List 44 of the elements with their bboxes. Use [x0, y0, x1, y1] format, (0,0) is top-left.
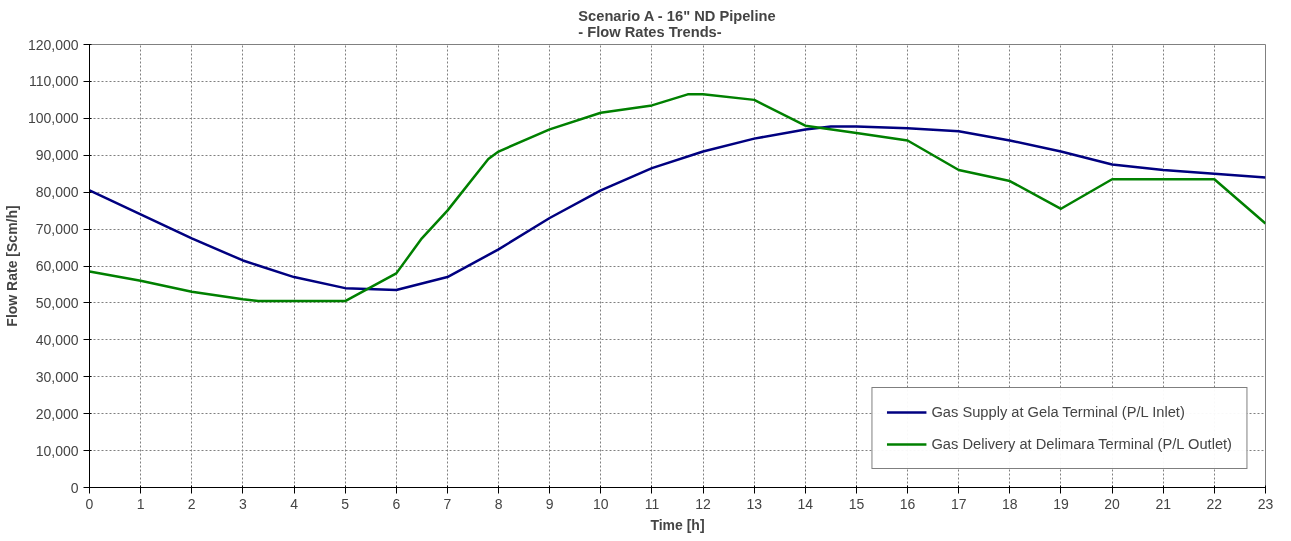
- x-tick-label: 7: [443, 495, 452, 512]
- x-tick-label: 13: [746, 495, 763, 512]
- x-tick-label: 8: [494, 495, 503, 512]
- x-tick-label: 11: [644, 495, 660, 512]
- y-axis-title: Flow Rate [Scm/h]: [3, 205, 20, 327]
- x-tick-label: 17: [950, 495, 967, 512]
- line-series: [89, 93, 1266, 303]
- x-tick-label: 10: [593, 495, 609, 512]
- x-tick-label: 5: [341, 495, 350, 512]
- x-tick-label: 12: [695, 495, 712, 512]
- x-tick-label: 18: [1002, 495, 1018, 512]
- legend-label: Gas Supply at Gela Terminal (P/L Inlet): [931, 404, 1185, 420]
- legend-label: Gas Delivery at Delimara Terminal (P/L Outlet): [931, 436, 1232, 452]
- y-tick-label: 50,000: [35, 294, 79, 311]
- y-tick-label: 0: [70, 479, 79, 496]
- x-tick-label: 3: [239, 495, 247, 512]
- x-tick-label: 16: [899, 495, 916, 512]
- x-tick-label: 20: [1104, 495, 1121, 512]
- y-tick-label: 20,000: [35, 405, 79, 422]
- x-tick-label: 4: [290, 495, 299, 512]
- y-tick-label: 60,000: [35, 258, 79, 274]
- x-tick-label: 21: [1155, 495, 1172, 512]
- y-tick-label: 10,000: [35, 442, 79, 459]
- chart-title: Scenario A - 16" ND Pipeline - Flow Rates Trends-: [578, 7, 776, 40]
- y-tick-label: 30,000: [35, 368, 79, 385]
- x-tick-label: 2: [187, 495, 196, 512]
- x-tick-label: 19: [1053, 495, 1069, 512]
- x-tick-label: 14: [797, 495, 814, 512]
- y-tick-label: 70,000: [35, 221, 79, 238]
- x-axis-title: Time [h]: [650, 516, 705, 533]
- y-tick-label: 100,000: [27, 110, 79, 127]
- line-series: [89, 125, 1266, 292]
- x-tick-label: 0: [85, 495, 94, 512]
- y-tick-label: 110,000: [28, 73, 79, 90]
- x-tick-label: 15: [848, 495, 865, 512]
- y-tick-label: 40,000: [35, 331, 79, 348]
- x-tick-label: 9: [545, 495, 554, 512]
- x-tick-label: 6: [392, 495, 401, 512]
- x-tick-label: 22: [1206, 495, 1223, 512]
- y-tick-label: 120,000: [27, 36, 79, 53]
- x-tick-label: 1: [136, 495, 145, 512]
- y-tick-label: 90,000: [35, 147, 79, 164]
- x-tick-label: 23: [1257, 495, 1274, 512]
- y-tick-label: 80,000: [35, 184, 79, 201]
